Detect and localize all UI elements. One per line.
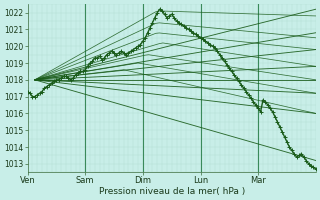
X-axis label: Pression niveau de la mer( hPa ): Pression niveau de la mer( hPa ): [99, 187, 245, 196]
